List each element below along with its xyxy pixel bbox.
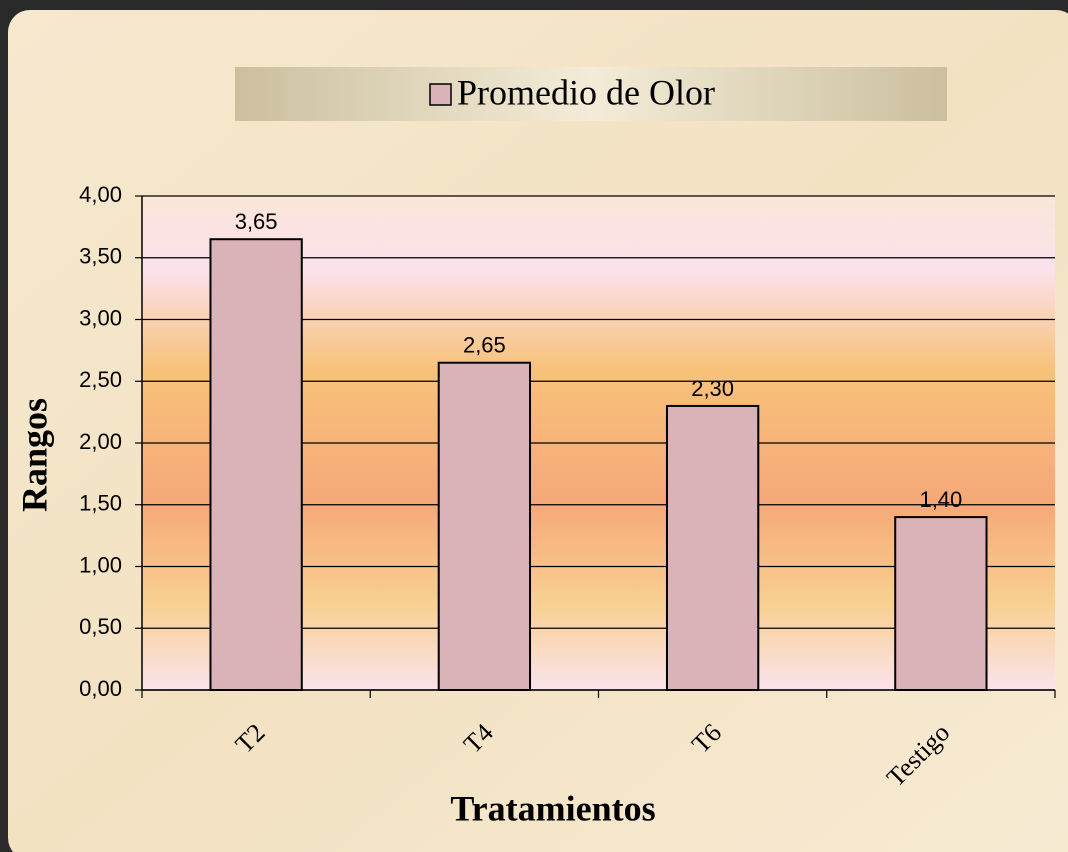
y-tick-label: 1,50 — [79, 491, 122, 516]
value-label: 2,30 — [691, 376, 734, 401]
legend-label: Promedio de Olor — [457, 72, 715, 112]
y-tick-label: 1,00 — [79, 552, 122, 577]
y-tick-label: 0,50 — [79, 614, 122, 639]
value-label: 3,65 — [235, 209, 278, 234]
y-tick-label: 0,00 — [79, 676, 122, 701]
y-axis-label: Rangos — [14, 398, 54, 512]
value-label: 2,65 — [463, 333, 506, 358]
bar — [437, 361, 532, 691]
y-tick-label: 2,00 — [79, 429, 122, 454]
y-tick-label: 3,50 — [79, 244, 122, 269]
y-tick-label: 4,00 — [79, 182, 122, 207]
y-tick-label: 3,00 — [79, 305, 122, 330]
y-tick-label: 2,50 — [79, 367, 122, 392]
value-label: 1,40 — [919, 487, 962, 512]
bar — [894, 516, 988, 691]
legend-swatch — [429, 83, 452, 106]
bar — [209, 238, 303, 691]
bar — [665, 404, 760, 691]
legend-box — [235, 67, 947, 121]
x-axis-label: Tratamientos — [450, 788, 655, 828]
